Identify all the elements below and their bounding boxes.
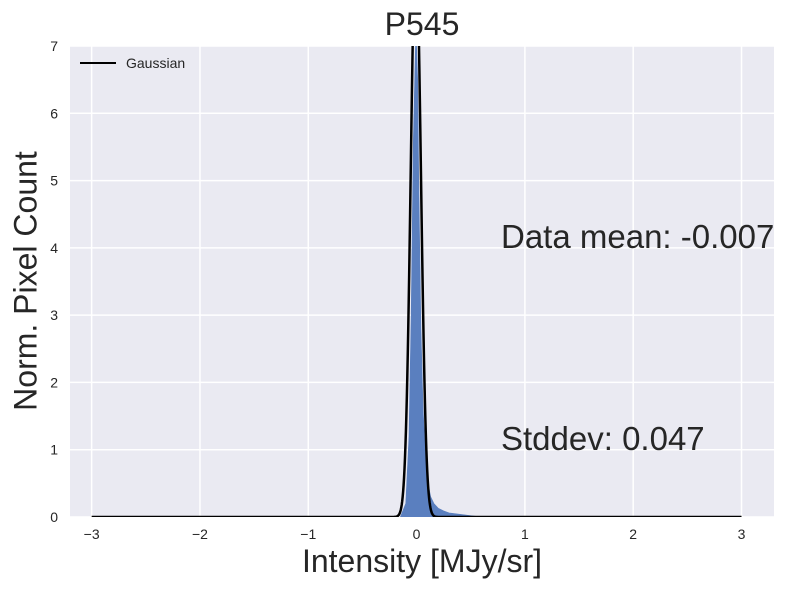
chart-legend: Gaussian (80, 55, 185, 71)
y-tick-label: 4 (50, 240, 58, 256)
x-tick-label: 1 (521, 526, 529, 542)
stddev-annotation: Stddev: 0.047 (501, 420, 705, 457)
x-tick-label: −1 (300, 526, 316, 542)
chart-title: P545 (384, 6, 460, 42)
x-tick-label: −2 (192, 526, 208, 542)
data-mean-annotation: Data mean: -0.007 (501, 218, 775, 255)
y-axis-label: Norm. Pixel Count (7, 151, 44, 411)
legend-label: Gaussian (126, 55, 186, 71)
y-tick-label: 6 (50, 105, 58, 121)
x-axis-label: Intensity [MJy/sr] (301, 543, 543, 579)
x-tick-label: 2 (629, 526, 637, 542)
y-tick-label: 1 (50, 442, 58, 458)
y-tick-label: 2 (50, 374, 58, 390)
y-tick-label: 0 (50, 509, 58, 525)
x-tick-label: 0 (413, 526, 421, 542)
y-tick-label: 7 (50, 38, 58, 54)
x-tick-label: 3 (738, 526, 746, 542)
y-tick-label: 5 (50, 173, 58, 189)
histogram-area (400, 46, 482, 517)
x-tick-label: −3 (84, 526, 100, 542)
y-tick-label: 3 (50, 307, 58, 323)
legend-line-swatch (80, 62, 116, 64)
